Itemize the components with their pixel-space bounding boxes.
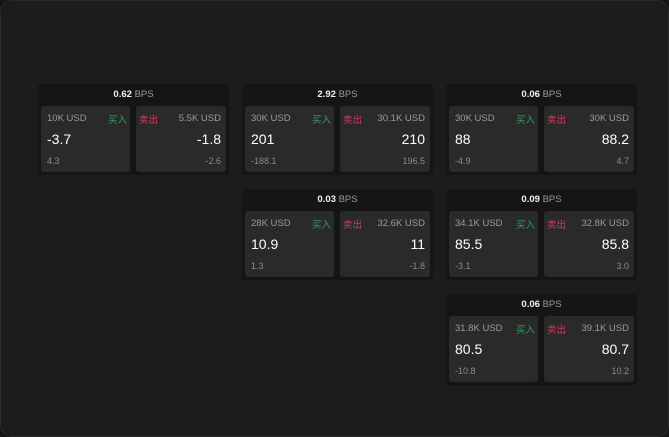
sell-panel[interactable]: 卖出 30K USD 88.2 4.7	[544, 106, 634, 172]
spread-unit: BPS	[338, 89, 358, 100]
buy-change: -10.8	[455, 366, 476, 376]
spread-header: 0.03 BPS	[242, 189, 433, 210]
sell-panel[interactable]: 卖出 5.5K USD -1.8 -2.6	[136, 106, 226, 172]
sell-size: 5.5K USD	[178, 113, 221, 124]
buy-change: -4.9	[455, 156, 471, 166]
buy-label[interactable]: 买入	[515, 325, 535, 336]
buy-panel[interactable]: 10K USD 买入 -3.7 4.3	[41, 106, 130, 172]
spread-unit: BPS	[338, 194, 358, 205]
spread-value: 0.62	[113, 89, 132, 100]
sell-price: 88.2	[601, 131, 629, 147]
quote-card: 0.06 BPS 30K USD 买入 88 -4.9 卖出 30K USD 8…	[446, 84, 637, 175]
quote-card: 0.03 BPS 28K USD 买入 10.9 1.3 卖出 32.6K US…	[242, 189, 433, 280]
sell-panel[interactable]: 卖出 39.1K USD 80.7 10.2	[544, 316, 634, 382]
buy-panel[interactable]: 28K USD 买入 10.9 1.3	[245, 211, 334, 277]
spread-unit: BPS	[134, 89, 154, 100]
sell-change: -1.8	[409, 261, 425, 271]
buy-size: 34.1K USD	[455, 218, 503, 229]
buy-label[interactable]: 买入	[311, 115, 331, 126]
buy-change: 1.3	[251, 261, 264, 271]
buy-price: 10.9	[251, 236, 279, 252]
sell-panel[interactable]: 卖出 30.1K USD 210 196.5	[340, 106, 430, 172]
sell-panel[interactable]: 卖出 32.8K USD 85.8 3.0	[544, 211, 634, 277]
sell-price: -1.8	[196, 131, 221, 147]
buy-label[interactable]: 买入	[107, 115, 127, 126]
sell-size: 32.8K USD	[581, 218, 629, 229]
sell-label[interactable]: 卖出	[343, 115, 363, 126]
sell-size: 30.1K USD	[377, 113, 425, 124]
buy-panel[interactable]: 30K USD 买入 88 -4.9	[449, 106, 538, 172]
sell-change: -2.6	[205, 156, 221, 166]
buy-price: 80.5	[455, 341, 483, 357]
sell-size: 39.1K USD	[581, 323, 629, 334]
sell-price: 85.8	[601, 236, 629, 252]
sell-size: 32.6K USD	[377, 218, 425, 229]
sell-price: 210	[401, 131, 425, 147]
quote-card: 0.62 BPS 10K USD 买入 -3.7 4.3 卖出 5.5K USD…	[38, 84, 229, 175]
buy-price: -3.7	[47, 131, 72, 147]
buy-panel[interactable]: 34.1K USD 买入 85.5 -3.1	[449, 211, 538, 277]
spread-value: 0.06	[521, 89, 540, 100]
sell-change: 3.0	[616, 261, 629, 271]
spread-value: 2.92	[317, 89, 336, 100]
buy-size: 10K USD	[47, 113, 87, 124]
spread-unit: BPS	[542, 89, 562, 100]
buy-panel[interactable]: 31.8K USD 买入 80.5 -10.8	[449, 316, 538, 382]
quote-card: 0.06 BPS 31.8K USD 买入 80.5 -10.8 卖出 39.1…	[446, 294, 637, 385]
sell-change: 196.5	[402, 156, 425, 166]
buy-panel[interactable]: 30K USD 买入 201 -188.1	[245, 106, 334, 172]
buy-size: 31.8K USD	[455, 323, 503, 334]
sell-label[interactable]: 卖出	[547, 325, 567, 336]
sell-panel[interactable]: 卖出 32.6K USD 11 -1.8	[340, 211, 430, 277]
buy-price: 201	[251, 131, 275, 147]
buy-label[interactable]: 买入	[311, 220, 331, 231]
quote-card: 2.92 BPS 30K USD 买入 201 -188.1 卖出 30.1K …	[242, 84, 433, 175]
sell-change: 10.2	[611, 366, 629, 376]
spread-value: 0.09	[521, 194, 540, 205]
quote-card: 0.09 BPS 34.1K USD 买入 85.5 -3.1 卖出 32.8K…	[446, 189, 637, 280]
spread-header: 0.09 BPS	[446, 189, 637, 210]
spread-header: 0.06 BPS	[446, 84, 637, 105]
buy-size: 30K USD	[455, 113, 495, 124]
buy-change: -188.1	[251, 156, 277, 166]
spread-value: 0.06	[521, 299, 540, 310]
sell-label[interactable]: 卖出	[547, 220, 567, 231]
buy-change: -3.1	[455, 261, 471, 271]
spread-header: 0.62 BPS	[38, 84, 229, 105]
buy-label[interactable]: 买入	[515, 115, 535, 126]
sell-change: 4.7	[616, 156, 629, 166]
spread-header: 0.06 BPS	[446, 294, 637, 315]
sell-price: 80.7	[601, 341, 629, 357]
spread-unit: BPS	[542, 194, 562, 205]
buy-change: 4.3	[47, 156, 60, 166]
buy-size: 28K USD	[251, 218, 291, 229]
sell-label[interactable]: 卖出	[547, 115, 567, 126]
sell-size: 30K USD	[589, 113, 629, 124]
spread-unit: BPS	[542, 299, 562, 310]
sell-price: 11	[410, 236, 425, 252]
sell-label[interactable]: 卖出	[139, 115, 159, 126]
spread-value: 0.03	[317, 194, 336, 205]
spread-header: 2.92 BPS	[242, 84, 433, 105]
buy-price: 88	[455, 131, 471, 147]
sell-label[interactable]: 卖出	[343, 220, 363, 231]
buy-size: 30K USD	[251, 113, 291, 124]
buy-price: 85.5	[455, 236, 483, 252]
buy-label[interactable]: 买入	[515, 220, 535, 231]
